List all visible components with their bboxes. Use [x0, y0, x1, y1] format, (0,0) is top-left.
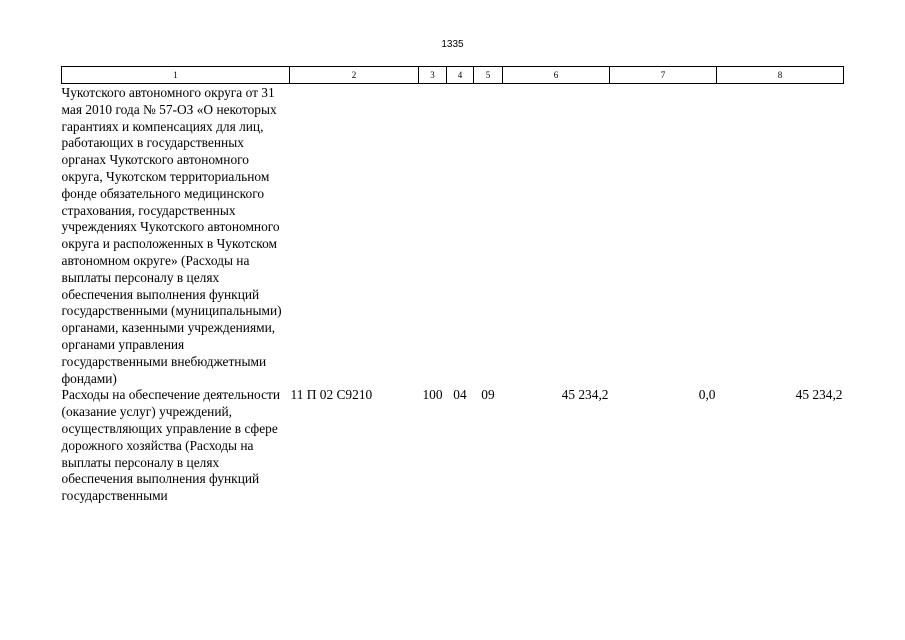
column-header: 1 [61, 66, 290, 84]
row-col6-cell: 45 234,2 [561, 387, 609, 403]
column-header: 4 [446, 66, 474, 84]
row-col3-cell [419, 84, 447, 388]
row-code-cell [290, 84, 419, 388]
column-header: 2 [289, 66, 419, 84]
row-col7-cell [610, 84, 717, 388]
column-header: 5 [473, 66, 503, 84]
table-row: Чукотского автономного округа от 31 мая … [62, 84, 844, 388]
column-header: 3 [418, 66, 447, 84]
row-col4-cell [447, 84, 474, 388]
row-col5-cell [474, 84, 503, 388]
row-col8-cell [717, 84, 844, 388]
row-col7-cell: 0,0 [698, 387, 716, 403]
row-col3-cell: 100 [422, 387, 443, 403]
budget-table: 1 2 3 4 5 6 7 8 Чукотского автономного о… [61, 66, 844, 505]
column-header: 6 [502, 66, 610, 84]
row-code-cell: 11 П 02 С9210 [290, 387, 373, 403]
row-col5-cell: 09 [481, 387, 495, 403]
row-col6-cell [503, 84, 610, 388]
table-row: Расходы на обеспечение деятельности (ока… [62, 387, 844, 505]
column-header: 8 [716, 66, 844, 84]
column-header: 7 [609, 66, 717, 84]
page-number: 1335 [441, 39, 464, 50]
row-col4-cell: 04 [453, 387, 467, 403]
table-header-row: 1 2 3 4 5 6 7 8 [61, 66, 844, 84]
row-col8-cell: 45 234,2 [795, 387, 843, 403]
row-name-cell: Расходы на обеспечение деятельности (ока… [61, 387, 281, 504]
row-name-cell: Чукотского автономного округа от 31 мая … [61, 85, 282, 386]
